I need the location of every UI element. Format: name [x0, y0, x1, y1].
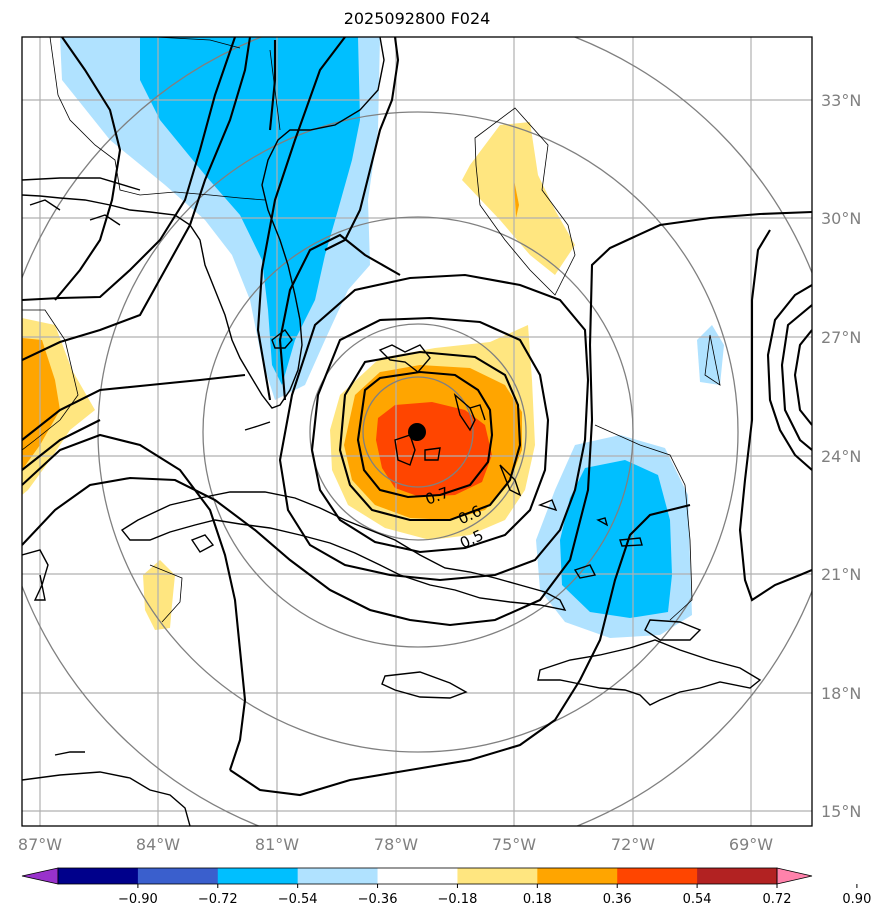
- lat-label-27n: 27°N: [821, 328, 861, 347]
- lon-label-81w: 81°W: [255, 835, 299, 854]
- colorbar-segment: [697, 868, 778, 884]
- map-title: 2025092800 F024: [343, 9, 491, 28]
- colorbar-extend-max: [776, 867, 813, 885]
- lat-label-15n: 15°N: [821, 802, 861, 821]
- lat-label-30n: 30°N: [821, 209, 861, 228]
- colorbar-tick-label: −0.90: [118, 892, 158, 907]
- colorbar-tick-label: 0.90: [842, 892, 871, 907]
- colorbar-tick-label: 0.18: [523, 892, 552, 907]
- colorbar-tick-label: 0.36: [603, 892, 632, 907]
- colorbar-tick-label: −0.72: [198, 892, 238, 907]
- map-panel: 0.7 0.6 0.5: [22, 37, 812, 826]
- colorbar-segment: [617, 868, 698, 884]
- colorbar-segment: [537, 868, 618, 884]
- isolines: [22, 37, 812, 797]
- lon-label-84w: 84°W: [136, 835, 180, 854]
- latitude-labels: 33°N 30°N 27°N 24°N 21°N 18°N 15°N: [821, 91, 861, 821]
- colorbar-frame: [57, 867, 778, 885]
- map-frame: [21, 36, 813, 827]
- lon-label-87w: 87°W: [18, 835, 62, 854]
- colorbar-tick-label: 0.54: [683, 892, 712, 907]
- lat-label-24n: 24°N: [821, 447, 861, 466]
- lon-label-78w: 78°W: [374, 835, 418, 854]
- longitude-labels: 87°W 84°W 81°W 78°W 75°W 72°W 69°W: [18, 835, 773, 854]
- colorbar-tick-label: 0.72: [763, 892, 792, 907]
- colorbar: −0.90 −0.72 −0.54 −0.36 −0.18 0.18 0.36 0.54 0.7…: [21, 867, 871, 907]
- coastlines: [22, 37, 762, 826]
- colorbar-segment: [297, 868, 379, 884]
- lat-label-33n: 33°N: [821, 91, 861, 110]
- colorbar-segment: [217, 868, 299, 884]
- colorbar-tick-label: −0.36: [358, 892, 398, 907]
- colorbar-tick-label: −0.54: [278, 892, 318, 907]
- colorbar-segment: [58, 868, 139, 884]
- colorbar-extend-min: [21, 867, 59, 885]
- storm-center-marker: [408, 423, 426, 441]
- colorbar-segment: [457, 868, 538, 884]
- lat-label-18n: 18°N: [821, 684, 861, 703]
- lon-label-72w: 72°W: [611, 835, 655, 854]
- colorbar-tick-label: −0.18: [438, 892, 478, 907]
- lat-label-21n: 21°N: [821, 565, 861, 584]
- lon-label-75w: 75°W: [492, 835, 536, 854]
- lon-label-69w: 69°W: [729, 835, 773, 854]
- colorbar-segment: [137, 868, 219, 884]
- range-rings: [22, 37, 812, 826]
- shaded-field-positive-northeast: [462, 122, 575, 275]
- colorbar-segment: [377, 868, 458, 884]
